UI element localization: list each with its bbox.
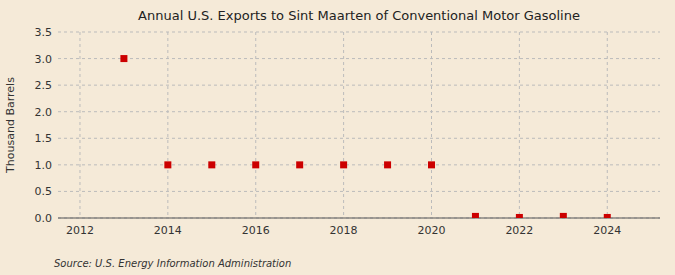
point [208, 161, 215, 168]
source: Source: U.S. Energy Information Administ… [54, 258, 291, 269]
point [472, 213, 479, 218]
x-tick-label: 2014 [154, 224, 182, 237]
point [428, 161, 435, 168]
x-tick-label: 2020 [418, 224, 446, 237]
x-grid-line [607, 32, 608, 218]
x-grid-line [343, 32, 344, 218]
x-grid-line [431, 32, 432, 218]
points [120, 55, 610, 218]
y-grid-line [58, 164, 660, 165]
y-tick-label: 3.5 [35, 26, 53, 39]
y-tick-label: 0.0 [35, 212, 53, 225]
y-tick-label: 2.5 [35, 79, 53, 92]
y-tick-label: 0.5 [35, 185, 53, 198]
y-tick-label: 3.0 [35, 53, 53, 66]
x-tick-label: 2012 [66, 224, 94, 237]
point [296, 161, 303, 168]
y-tick-label: 2.0 [35, 106, 53, 119]
point [560, 213, 567, 218]
x-tick-label: 2016 [242, 224, 270, 237]
point [340, 161, 347, 168]
point [120, 55, 127, 62]
x-tick-label: 2022 [505, 224, 533, 237]
point [164, 161, 171, 168]
chart: Annual U.S. Exports to Sint Maarten of C… [0, 0, 675, 275]
point [252, 161, 259, 168]
y-tick-label: 1.5 [35, 132, 53, 145]
x-tick-label: 2024 [593, 224, 621, 237]
x-tick-label: 2018 [330, 224, 358, 237]
point [604, 214, 611, 218]
x-grid-line [79, 32, 80, 218]
x-axis-line [58, 218, 660, 219]
point [516, 214, 523, 218]
title: Annual U.S. Exports to Sint Maarten of C… [138, 8, 580, 23]
y-axis-label: Thousand Barrels [4, 77, 17, 174]
y-grid-line [58, 58, 660, 59]
x-grid-line [167, 32, 168, 218]
x-grid-line [255, 32, 256, 218]
y-grid-line [58, 85, 660, 86]
y-grid-line [58, 218, 660, 219]
y-grid-line [58, 191, 660, 192]
y-grid-line [58, 111, 660, 112]
point [384, 161, 391, 168]
y-grid-line [58, 32, 660, 33]
x-grid-line [519, 32, 520, 218]
y-tick-label: 1.0 [35, 159, 53, 172]
y-grid-line [58, 138, 660, 139]
